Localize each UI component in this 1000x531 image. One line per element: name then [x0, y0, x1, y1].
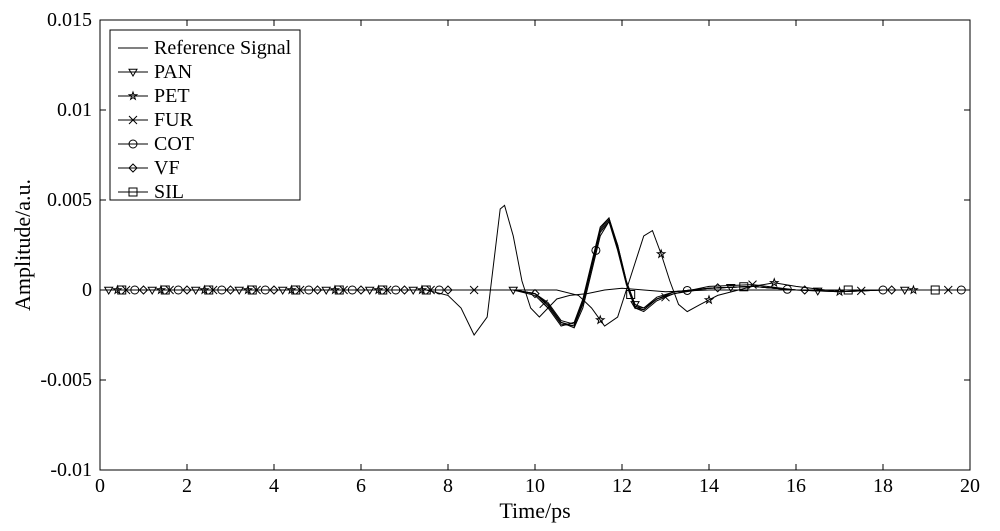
svg-text:18: 18	[873, 475, 893, 497]
svg-text:2: 2	[182, 475, 192, 497]
svg-text:SIL: SIL	[154, 181, 184, 203]
svg-text:COT: COT	[154, 133, 194, 155]
svg-text:Amplitude/a.u.: Amplitude/a.u.	[10, 179, 35, 311]
svg-text:6: 6	[356, 475, 366, 497]
svg-text:-0.005: -0.005	[40, 369, 92, 391]
svg-text:-0.01: -0.01	[50, 459, 92, 481]
svg-text:0.005: 0.005	[47, 189, 92, 211]
svg-text:10: 10	[525, 475, 545, 497]
svg-text:PAN: PAN	[154, 61, 192, 83]
svg-text:FUR: FUR	[154, 109, 194, 131]
svg-text:8: 8	[443, 475, 453, 497]
svg-text:0: 0	[82, 279, 92, 301]
svg-text:20: 20	[960, 475, 980, 497]
svg-text:Reference Signal: Reference Signal	[154, 37, 292, 59]
svg-text:16: 16	[786, 475, 806, 497]
svg-text:0.01: 0.01	[57, 99, 92, 121]
svg-text:VF: VF	[154, 157, 180, 179]
chart-container: 0 2 4 6 8 10 12 14 16 18 20 -0.01 -0.005 0 0.005 0.01 0.…	[0, 0, 1000, 531]
svg-text:0.015: 0.015	[47, 9, 92, 31]
svg-text:Time/ps: Time/ps	[499, 498, 570, 523]
chart-svg: 0 2 4 6 8 10 12 14 16 18 20 -0.01 -0.005 0 0.005 0.01 0.…	[0, 0, 1000, 531]
svg-text:12: 12	[612, 475, 632, 497]
svg-text:4: 4	[269, 475, 279, 497]
svg-text:PET: PET	[154, 85, 190, 107]
svg-text:14: 14	[699, 475, 719, 497]
svg-text:0: 0	[95, 475, 105, 497]
